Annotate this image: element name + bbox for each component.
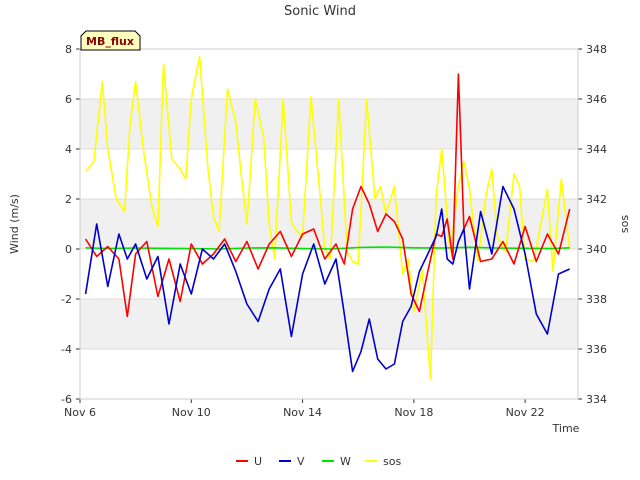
plot-frame	[79, 48, 579, 400]
y-tick-label-right: 340	[586, 243, 607, 256]
x-tick-label: Nov 18	[394, 406, 433, 419]
x-tick-label: Nov 14	[283, 406, 322, 419]
legend-label-w: W	[340, 455, 351, 468]
y-tick-label-right: 348	[586, 43, 607, 56]
chart-title: Sonic Wind	[284, 4, 356, 19]
axes: -6 -4 -2 0 2 4 6 8 334 336 338 340 342 344 346 348 Nov 6…	[61, 43, 607, 419]
plot-bands	[80, 49, 578, 399]
y-tick-label-right: 342	[586, 193, 607, 206]
y-tick-label-left: 2	[65, 193, 72, 206]
x-tick-label: Nov 10	[172, 406, 211, 419]
y-tick-label-right: 346	[586, 93, 607, 106]
x-tick-label: Nov 22	[506, 406, 545, 419]
legend-label-u: U	[254, 455, 262, 468]
y-tick-label-left: -2	[61, 293, 72, 306]
badge: MB_flux	[80, 30, 141, 51]
y-tick-label-left: -6	[61, 393, 72, 406]
y-axis-label-left: Wind (m/s)	[8, 194, 21, 254]
badge-label: MB_flux	[86, 35, 134, 48]
y-axis-label-right: sos	[618, 215, 631, 233]
y-tick-label-left: 4	[65, 143, 72, 156]
x-axis-label: Time	[552, 422, 580, 435]
x-tick-label: Nov 6	[64, 406, 96, 419]
shaded-band	[80, 299, 578, 349]
y-tick-label-right: 336	[586, 343, 607, 356]
series-line-u	[84, 73, 571, 318]
y-tick-label-right: 344	[586, 143, 607, 156]
y-tick-label-left: 0	[65, 243, 72, 256]
y-tick-label-left: -4	[61, 343, 72, 356]
series-line-v	[84, 185, 571, 373]
shaded-band	[80, 99, 578, 149]
y-tick-label-right: 334	[586, 393, 607, 406]
series-layer	[84, 55, 571, 380]
legend-label-sos: sos	[383, 455, 401, 468]
series-line-w	[85, 246, 570, 250]
legend-label-v: V	[297, 455, 305, 468]
y-tick-label-right: 338	[586, 293, 607, 306]
y-tick-label-left: 6	[65, 93, 72, 106]
y-tick-label-left: 8	[65, 43, 72, 56]
